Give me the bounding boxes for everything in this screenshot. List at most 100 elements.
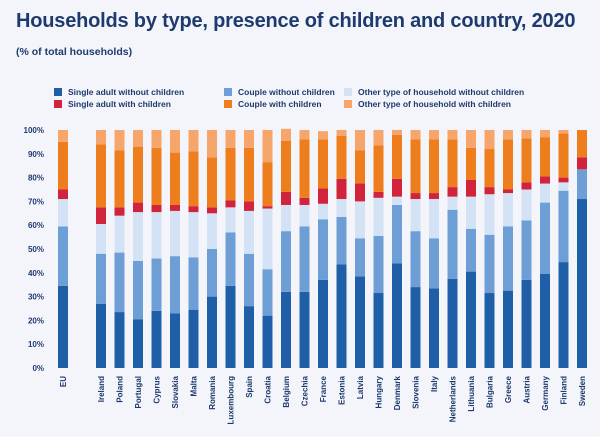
bar-stack-greece — [503, 130, 513, 368]
bar-segment — [262, 315, 273, 368]
bar-segment — [188, 309, 199, 368]
bar-stack-eu — [58, 130, 68, 368]
bar-segment — [392, 204, 402, 264]
bar-segment — [114, 215, 125, 253]
bar-segment — [299, 291, 310, 368]
bar-segment — [58, 226, 68, 286]
bar-segment — [299, 139, 310, 198]
x-tick-label: Spain — [245, 376, 254, 398]
bar-segment — [466, 130, 476, 148]
bar-segment — [262, 162, 273, 207]
bar-segment — [521, 182, 532, 190]
bar-segment — [484, 194, 495, 235]
bar-segment — [503, 193, 513, 227]
bar-stack-malta — [188, 130, 199, 368]
bar-segment — [355, 183, 365, 202]
bar-segment — [318, 219, 328, 280]
bar-segment — [244, 201, 254, 211]
bar-segment — [540, 183, 550, 203]
bar-segment — [373, 130, 384, 146]
bars — [58, 128, 587, 368]
y-tick-label: 30% — [28, 293, 44, 302]
bar-segment — [188, 206, 199, 213]
bar-segment — [114, 312, 125, 368]
bar-segment — [355, 150, 365, 184]
bar-segment — [96, 144, 106, 208]
bar-segment — [281, 204, 291, 232]
bar-segment — [355, 238, 365, 277]
bar-stack-lithuania — [466, 130, 476, 368]
bar-segment — [540, 130, 550, 138]
bar-stack-estonia — [336, 130, 347, 368]
legend-item-single-adult-without-children: Single adult without children — [54, 87, 184, 97]
bar-segment — [429, 288, 439, 368]
bar-segment — [58, 189, 68, 200]
legend-item-other-with-children: Other type of household with children — [344, 99, 511, 109]
bar-segment — [207, 130, 217, 158]
bar-segment — [133, 202, 143, 213]
bar-segment — [373, 293, 384, 368]
x-tick-label: Belgium — [282, 376, 291, 408]
bar-segment — [244, 210, 254, 254]
x-tick-label: Cyprus — [153, 375, 162, 403]
bar-segment — [96, 207, 106, 225]
x-tick-label: Poland — [116, 376, 125, 403]
x-tick-label: Denmark — [393, 375, 402, 410]
bar-segment — [225, 200, 236, 208]
bar-segment — [188, 151, 199, 207]
legend-swatch — [54, 100, 62, 108]
x-tick-label: Italy — [430, 375, 439, 392]
bar-segment — [96, 253, 106, 304]
y-tick-label: 0% — [32, 364, 44, 373]
x-tick-label: Hungary — [375, 375, 384, 408]
bar-segment — [133, 130, 143, 147]
bar-segment — [151, 130, 162, 148]
bar-segment — [429, 193, 439, 200]
x-axis: EU Ireland Poland Portugal Cyprus Slovakia Mal… — [59, 375, 587, 424]
bar-segment — [133, 319, 143, 368]
bar-segment — [114, 252, 125, 313]
bar-segment — [114, 207, 125, 216]
legend-swatch — [224, 100, 232, 108]
bar-segment — [447, 209, 458, 279]
bar-segment — [262, 269, 273, 316]
bar-segment — [318, 203, 328, 220]
legend-label: Single adult without children — [68, 87, 185, 97]
y-tick-label: 100% — [24, 126, 44, 135]
bar-segment — [151, 204, 162, 213]
x-tick-label: Estonia — [338, 375, 347, 404]
bar-segment — [466, 271, 476, 368]
legend-swatch — [54, 88, 62, 96]
bar-segment — [170, 204, 180, 211]
bar-segment — [466, 147, 476, 180]
bar-segment — [244, 147, 254, 202]
bar-stack-denmark — [392, 130, 402, 368]
bar-segment — [447, 130, 458, 140]
bar-segment — [281, 231, 291, 292]
bar-segment — [521, 130, 532, 139]
x-tick-label: Slovenia — [412, 375, 421, 408]
bar-segment — [558, 130, 569, 134]
bar-stack-slovakia — [170, 130, 180, 368]
x-tick-label: Ireland — [97, 376, 106, 402]
bar-segment — [318, 188, 328, 204]
bar-segment — [466, 228, 476, 272]
y-tick-label: 60% — [28, 221, 44, 230]
bar-stack-bulgaria — [484, 130, 495, 368]
bar-segment — [521, 138, 532, 183]
bar-stack-poland — [114, 130, 125, 368]
x-tick-label: Luxembourg — [227, 376, 236, 425]
x-tick-label: Latvia — [356, 375, 365, 399]
bar-segment — [336, 135, 347, 179]
bar-stack-ireland — [96, 130, 106, 368]
bar-segment — [170, 152, 180, 205]
bar-segment — [392, 178, 402, 197]
bar-segment — [466, 196, 476, 229]
bar-segment — [558, 262, 569, 368]
bar-segment — [207, 157, 217, 208]
bar-segment — [207, 296, 217, 368]
bar-stack-france — [318, 131, 328, 368]
legend-swatch — [344, 100, 352, 108]
bar-segment — [410, 193, 421, 200]
bar-segment — [392, 263, 402, 368]
